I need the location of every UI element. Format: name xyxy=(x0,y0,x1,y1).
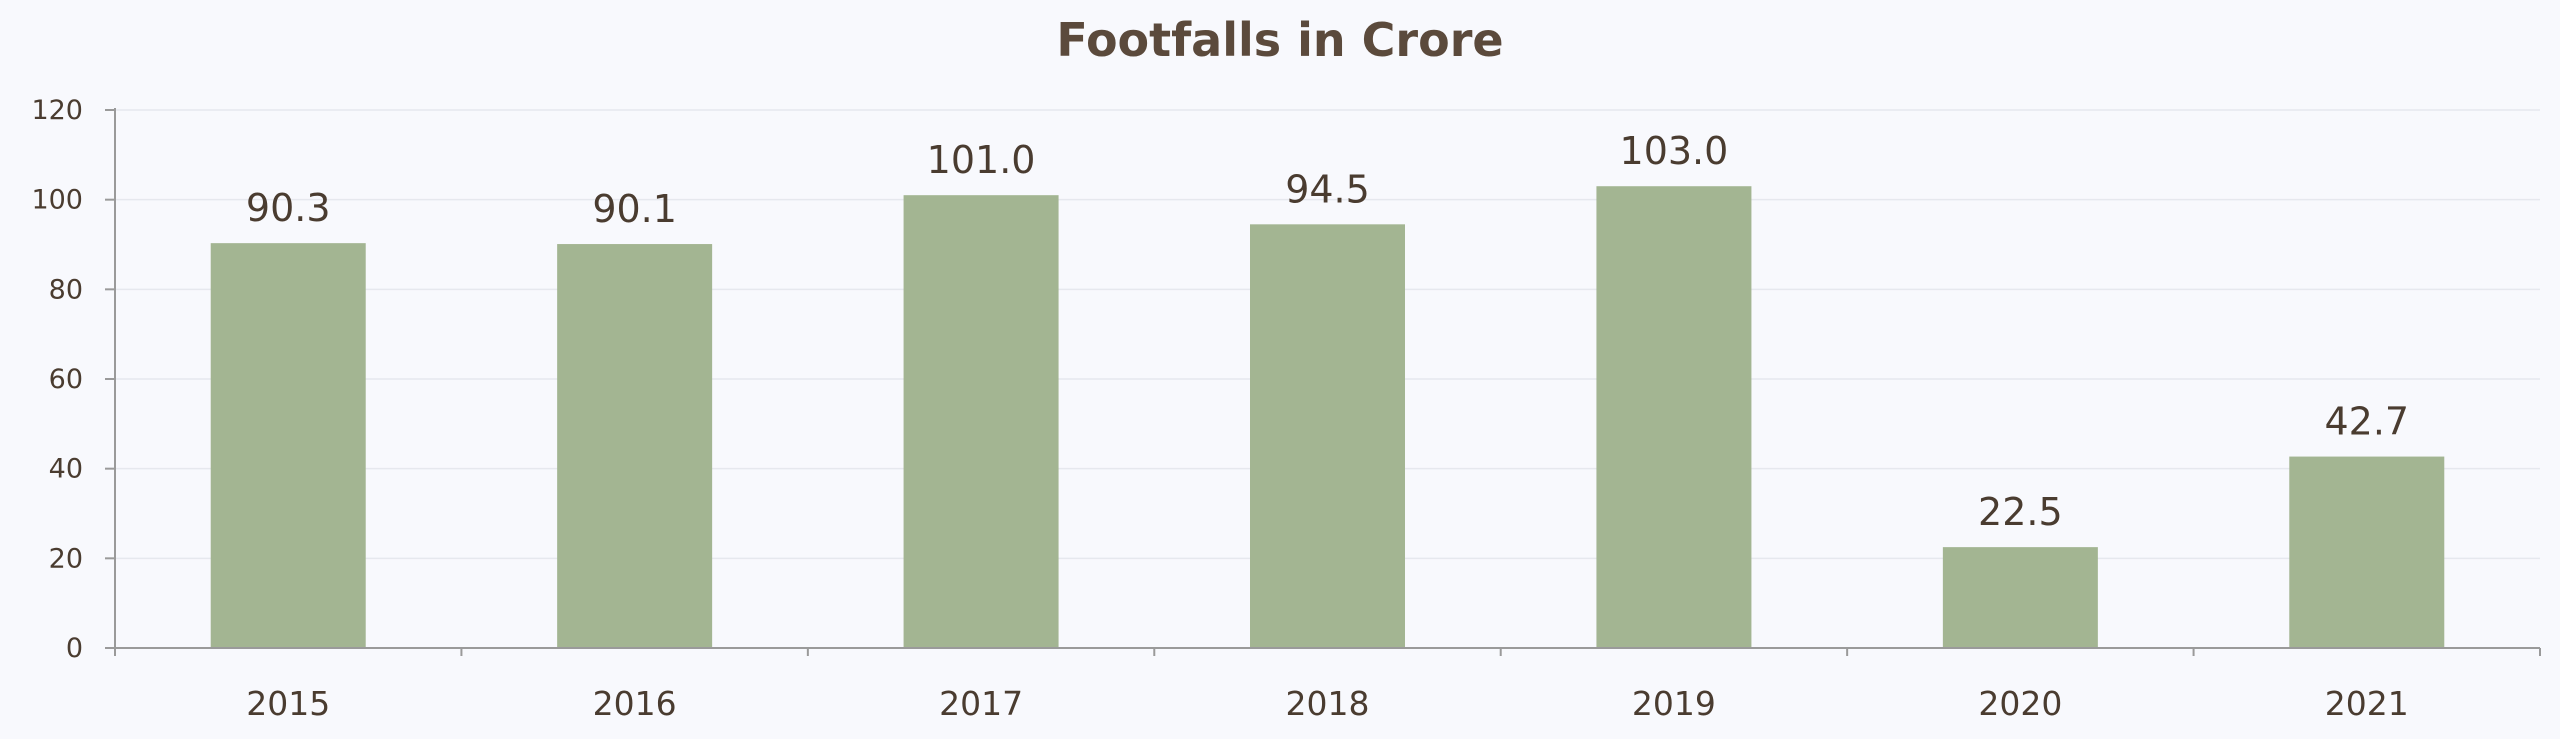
bar-2016 xyxy=(557,244,713,648)
x-tick-label-2021: 2021 xyxy=(2325,684,2409,723)
x-tick-label-2018: 2018 xyxy=(1286,684,1370,723)
y-axis-ticks: 0 20 40 60 80 100 120 xyxy=(31,95,115,664)
data-label-2017: 101.0 xyxy=(927,138,1036,182)
y-tick-label: 60 xyxy=(49,364,83,395)
bars xyxy=(210,186,2445,648)
data-label-2020: 22.5 xyxy=(1978,490,2063,534)
y-tick-label: 120 xyxy=(31,95,83,126)
y-tick-label: 20 xyxy=(49,543,83,574)
y-tick-label: 40 xyxy=(49,454,83,485)
data-labels: 90.3 90.1 101.0 94.5 103.0 22.5 42.7 xyxy=(246,129,2409,534)
x-tick-label-2016: 2016 xyxy=(593,684,677,723)
bar-2018 xyxy=(1250,224,1405,648)
data-label-2015: 90.3 xyxy=(246,186,331,230)
bar-2019 xyxy=(1596,186,1752,648)
x-tick-label-2017: 2017 xyxy=(939,684,1023,723)
x-tick-label-2015: 2015 xyxy=(246,684,330,723)
chart-title: Footfalls in Crore xyxy=(1056,13,1503,67)
y-tick-label: 0 xyxy=(66,633,83,664)
x-tick-label-2019: 2019 xyxy=(1632,684,1716,723)
bar-2021 xyxy=(2289,456,2445,648)
data-label-2016: 90.1 xyxy=(592,187,677,231)
bar-2020 xyxy=(1942,547,2098,648)
x-tick-label-2020: 2020 xyxy=(1978,684,2062,723)
y-tick-label: 80 xyxy=(49,274,83,305)
data-label-2019: 103.0 xyxy=(1620,129,1729,173)
data-label-2021: 42.7 xyxy=(2324,400,2409,444)
x-axis-ticks: 2015 2016 2017 2018 2019 2020 2021 xyxy=(114,648,2541,723)
data-label-2018: 94.5 xyxy=(1285,167,1370,211)
bar-2017 xyxy=(903,195,1059,648)
bar-2015 xyxy=(210,243,366,648)
y-tick-label: 100 xyxy=(31,185,83,216)
